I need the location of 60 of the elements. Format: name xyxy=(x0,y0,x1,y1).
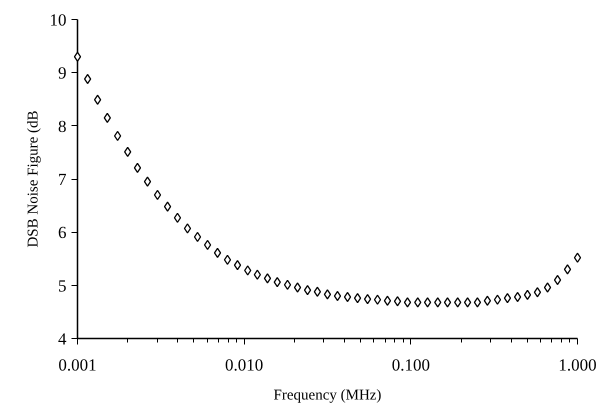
point xyxy=(524,290,532,300)
point xyxy=(154,190,162,200)
point xyxy=(554,274,562,286)
point xyxy=(354,292,362,304)
y-tick-label: 6 xyxy=(58,223,66,242)
point xyxy=(494,294,502,305)
point xyxy=(504,292,512,304)
y-tick-label: 5 xyxy=(58,276,66,296)
point xyxy=(84,74,92,84)
point xyxy=(314,286,322,297)
x-tick-label: 0.100 xyxy=(392,356,430,374)
point xyxy=(284,280,292,290)
point xyxy=(344,292,352,302)
x-tick-label: 0.001 xyxy=(58,356,97,374)
point xyxy=(444,297,452,308)
point xyxy=(214,248,222,258)
point xyxy=(424,297,432,308)
x-tick-label: 1.000 xyxy=(558,356,597,374)
y-tick-label: 4 xyxy=(58,330,67,348)
point xyxy=(544,282,552,293)
point xyxy=(254,270,262,280)
point xyxy=(514,292,522,302)
point xyxy=(264,273,272,284)
point xyxy=(374,294,382,305)
point xyxy=(384,296,392,306)
point xyxy=(334,290,342,302)
x-tick-label: 0.010 xyxy=(225,356,264,374)
point xyxy=(474,297,482,308)
point xyxy=(434,297,442,308)
point xyxy=(394,296,402,306)
point xyxy=(304,284,312,296)
point xyxy=(114,130,122,142)
point xyxy=(194,232,202,242)
point xyxy=(484,296,492,306)
point xyxy=(164,201,172,212)
point xyxy=(234,260,242,270)
point xyxy=(324,289,332,300)
point xyxy=(224,254,232,265)
x-axis-title: Frequency (MHz) xyxy=(274,388,382,404)
point xyxy=(144,176,152,187)
y-tick-label: 8 xyxy=(58,116,66,136)
point xyxy=(414,297,422,308)
point xyxy=(174,212,182,223)
point xyxy=(534,287,542,298)
point xyxy=(294,282,302,293)
point xyxy=(564,264,572,275)
y-tick-label: 9 xyxy=(58,64,66,83)
point xyxy=(574,252,582,263)
point xyxy=(404,297,412,308)
y-axis-title: DSB Noise Figure (dB xyxy=(26,110,42,248)
point xyxy=(364,294,372,304)
point xyxy=(74,52,82,62)
point xyxy=(94,94,102,105)
point xyxy=(204,240,212,250)
point xyxy=(184,223,192,234)
point xyxy=(134,162,142,173)
y-tick-label: 10 xyxy=(50,10,66,30)
point xyxy=(454,297,462,308)
y-tick-label: 7 xyxy=(58,170,67,189)
point xyxy=(464,297,472,308)
